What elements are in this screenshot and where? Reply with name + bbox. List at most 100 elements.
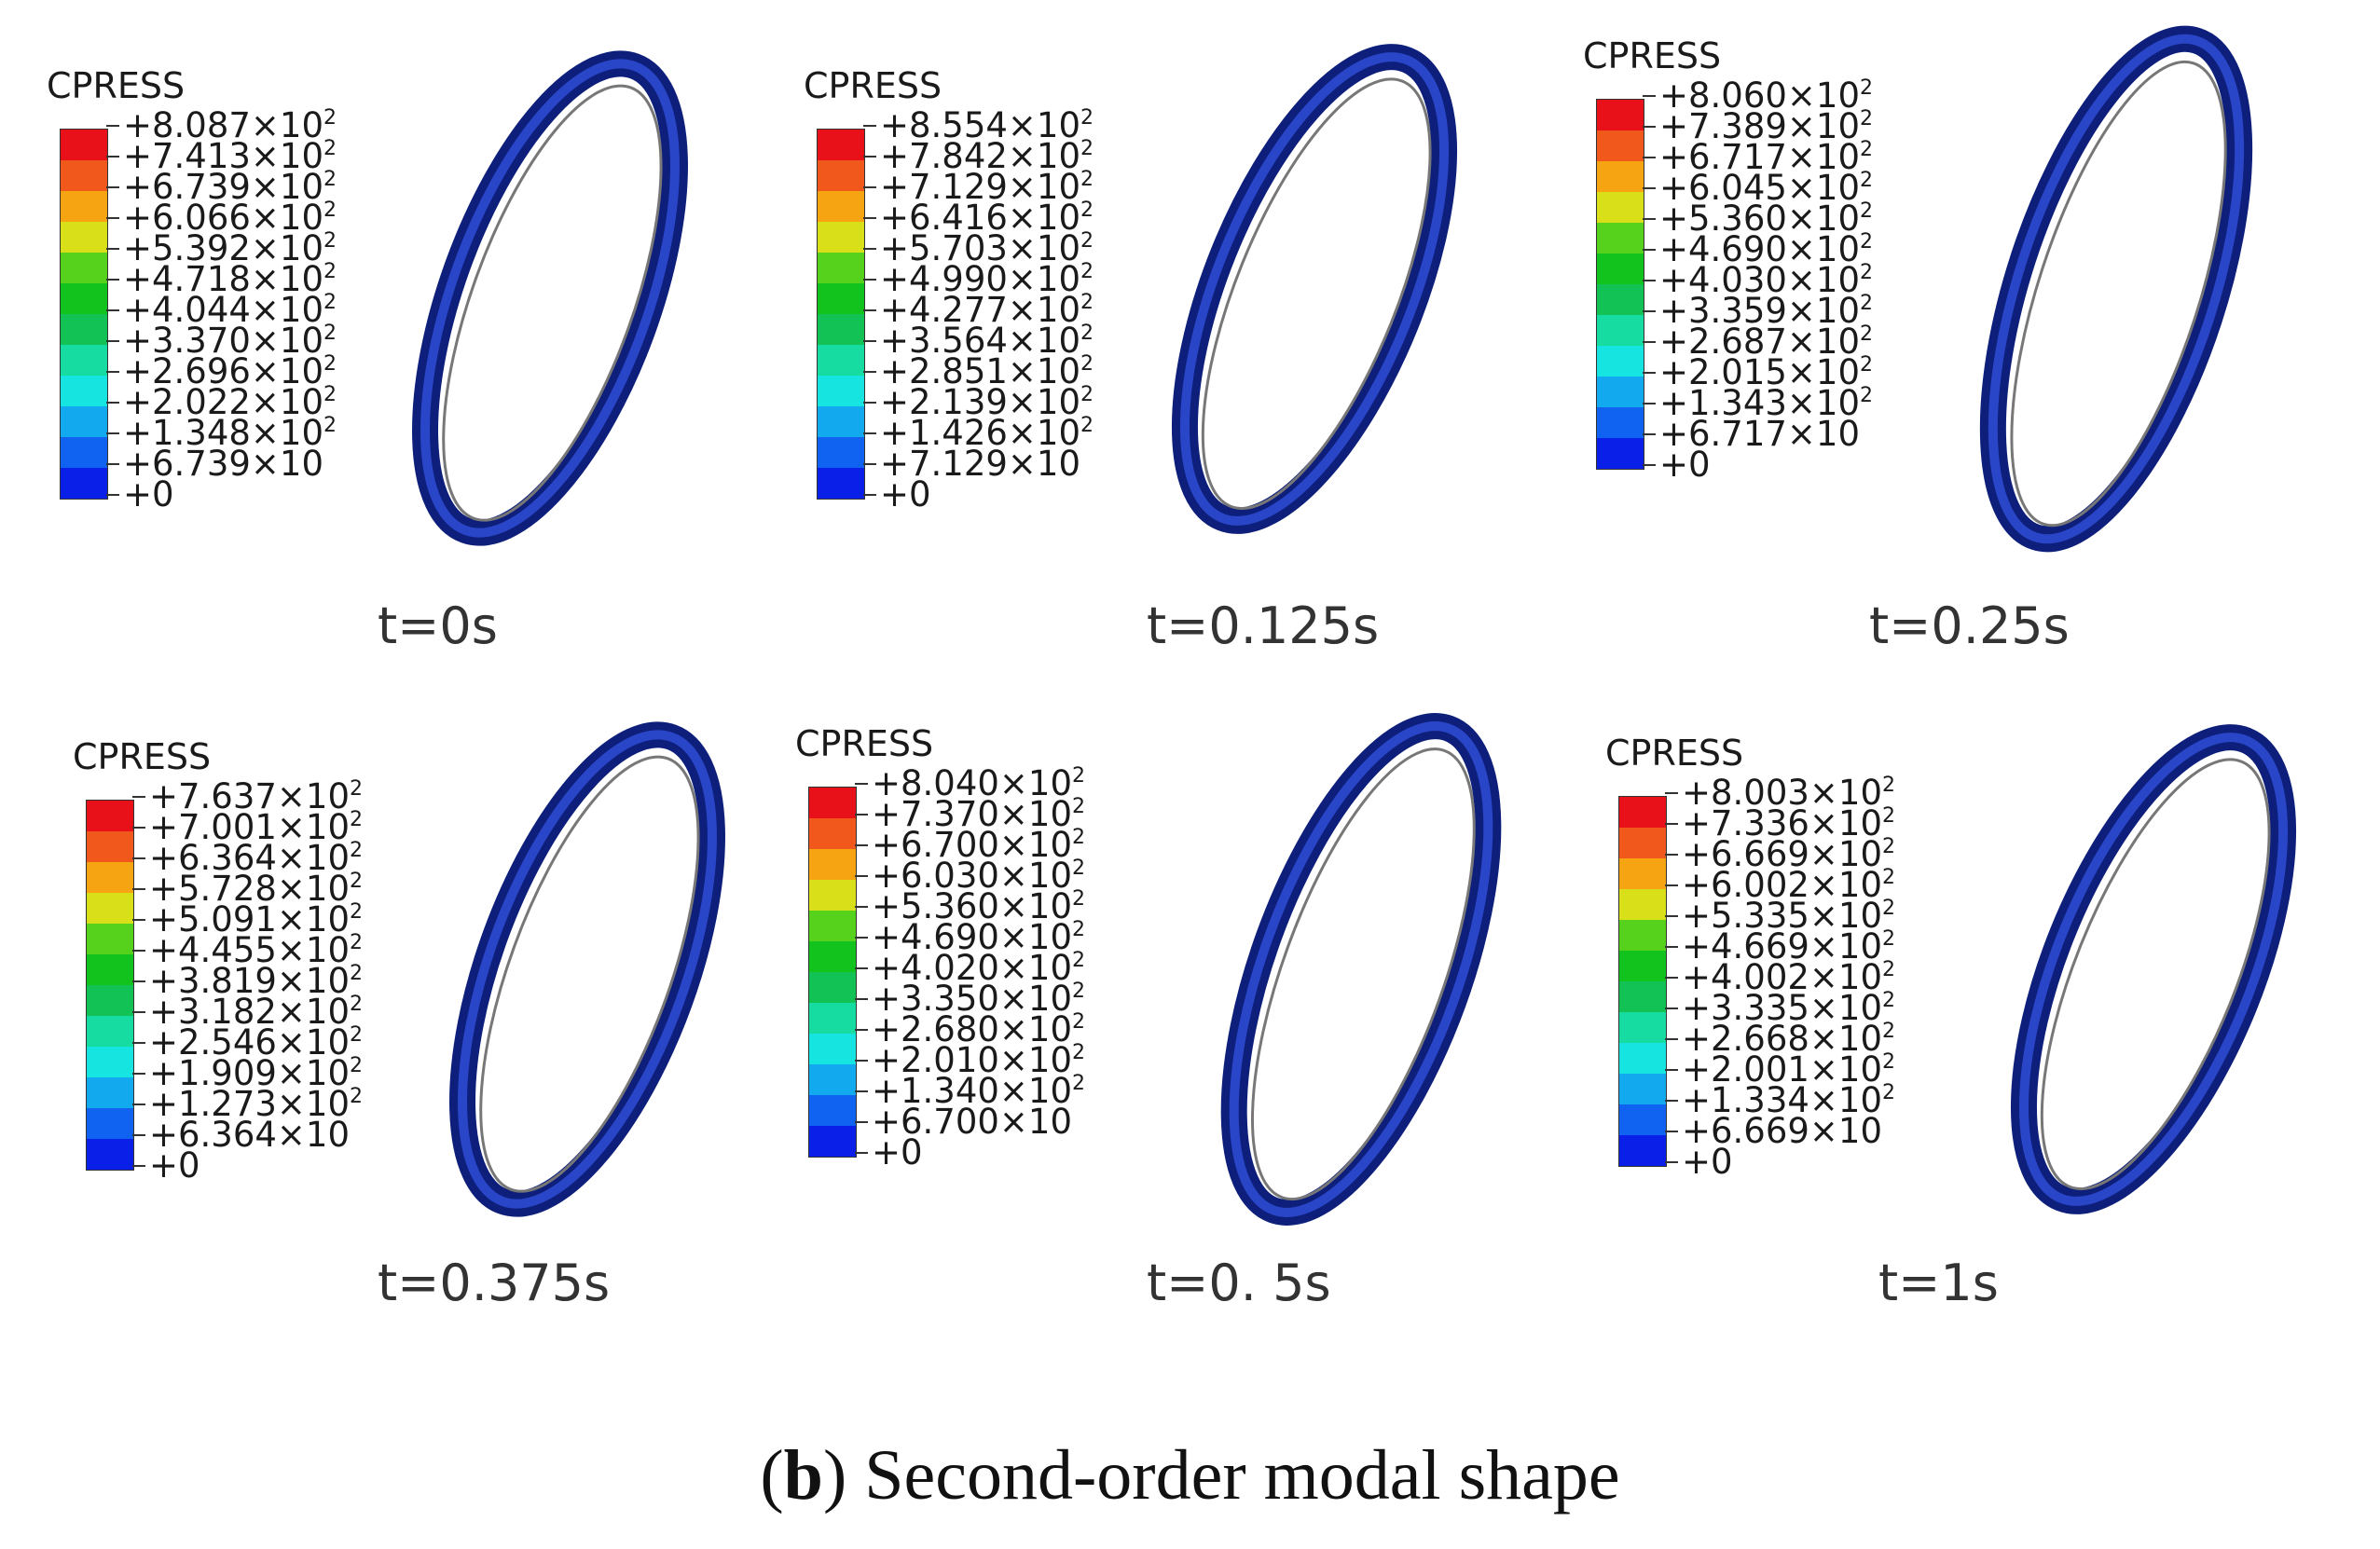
legend-label: +5.392×102 — [105, 228, 337, 268]
legend-label: +1.273×102 — [131, 1084, 364, 1124]
legend-swatch — [61, 191, 107, 222]
figure-caption: (b) Second-order modal shape — [760, 1436, 1620, 1515]
legend-swatch — [1619, 828, 1666, 858]
legend-label: +6.669×102 — [1664, 834, 1896, 874]
legend-swatch — [1619, 1135, 1666, 1166]
legend-title: CPRESS — [1605, 733, 1744, 774]
legend-swatch — [61, 283, 107, 314]
legend-label: +3.182×102 — [131, 992, 364, 1032]
legend-swatch — [61, 376, 107, 406]
legend-swatch — [1619, 920, 1666, 951]
legend-swatch — [61, 406, 107, 437]
legend-label: +7.637×102 — [131, 776, 364, 816]
legend-swatch — [1597, 223, 1644, 254]
legend-label: +5.360×102 — [854, 886, 1086, 926]
legend-labels: +8.087×102 +7.413×102 +6.739×102 +6.066×102… — [105, 108, 337, 512]
legend-swatch — [1597, 284, 1644, 315]
legend-label: +2.001×102 — [1664, 1049, 1896, 1090]
time-label: t=0.375s — [378, 1254, 611, 1312]
legend-label: +5.728×102 — [131, 869, 364, 909]
legend-label: +4.455×102 — [131, 930, 364, 970]
legend-labels: +8.060×102 +7.389×102 +6.717×102 +6.045×102… — [1642, 75, 1874, 482]
legend-swatch — [1619, 889, 1666, 920]
legend-label: +5.703×102 — [862, 228, 1094, 268]
legend-label: +8.060×102 — [1642, 75, 1874, 116]
legend-label: +6.717×10 — [1642, 417, 1873, 451]
legend-swatch — [1597, 161, 1644, 192]
panel-t05: CPRESS +8.040×102 +7.370×102 +6.700×102 +6.… — [795, 723, 1588, 1376]
legend-title: CPRESS — [47, 65, 186, 106]
legend-title: CPRESS — [804, 65, 942, 106]
legend-swatch — [87, 924, 133, 954]
legend-label: +0 — [1664, 1145, 1895, 1179]
legend-swatch — [61, 253, 107, 283]
legend-label: +6.739×102 — [105, 167, 337, 207]
legend-swatch — [818, 406, 864, 437]
legend-label: +6.364×10 — [131, 1117, 363, 1152]
legend-swatch — [87, 1139, 133, 1170]
caption-letter: b — [783, 1436, 823, 1515]
legend-label: +7.129×10 — [862, 446, 1094, 481]
legend-label: +6.700×10 — [854, 1104, 1085, 1139]
time-label: t=0s — [378, 596, 498, 655]
legend-swatch — [818, 376, 864, 406]
legend-label: +2.680×102 — [854, 1009, 1086, 1049]
legend-label: +4.690×102 — [1642, 229, 1874, 269]
legend-swatch — [1597, 407, 1644, 438]
legend-swatch — [1619, 1012, 1666, 1043]
legend-swatch — [1597, 438, 1644, 469]
legend-label: +6.700×102 — [854, 825, 1086, 865]
legend-label: +6.669×10 — [1664, 1114, 1895, 1148]
legend-swatch — [809, 1064, 856, 1095]
colorbar — [1596, 99, 1644, 470]
ring-shape — [1171, 44, 1458, 534]
colorbar — [817, 129, 865, 500]
legend-label: +5.091×102 — [131, 899, 364, 939]
legend-swatch — [61, 130, 107, 160]
legend-swatch — [818, 314, 864, 345]
time-label: t=0. 5s — [1147, 1254, 1331, 1312]
colorbar — [60, 129, 108, 500]
legend-label: +6.739×10 — [105, 446, 337, 481]
legend-swatch — [809, 911, 856, 941]
colorbar — [1618, 796, 1667, 1167]
legend-label: +4.990×102 — [862, 259, 1094, 299]
legend-swatch — [87, 1108, 133, 1139]
legend-label: +2.668×102 — [1664, 1019, 1896, 1059]
ring-shape — [449, 721, 725, 1217]
legend-label: +0 — [854, 1135, 1085, 1170]
colorbar — [86, 800, 134, 1171]
legend-label: +4.044×102 — [105, 290, 337, 330]
legend-label: +2.015×102 — [1642, 352, 1874, 392]
legend-label: +6.030×102 — [854, 856, 1086, 896]
legend-swatch — [87, 893, 133, 924]
legend-swatch — [809, 1003, 856, 1034]
legend-swatch — [61, 160, 107, 191]
legend-label: +7.129×102 — [862, 167, 1094, 207]
legend-label: +6.045×102 — [1642, 168, 1874, 208]
legend-label: +4.669×102 — [1664, 926, 1896, 966]
legend-swatch — [1619, 797, 1666, 828]
legend-label: +4.690×102 — [854, 917, 1086, 957]
legend-label: +1.343×102 — [1642, 383, 1874, 423]
legend-swatch — [1597, 346, 1644, 377]
legend-swatch — [818, 191, 864, 222]
legend-label: +4.718×102 — [105, 259, 337, 299]
panel-t025: CPRESS +8.060×102 +7.389×102 +6.717×102 +6.… — [1583, 35, 2375, 688]
legend-swatch — [87, 954, 133, 985]
legend-label: +4.020×102 — [854, 948, 1086, 988]
legend-swatch — [87, 831, 133, 862]
legend-labels: +8.003×102 +7.336×102 +6.669×102 +6.002×102… — [1664, 775, 1896, 1179]
legend-label: +4.002×102 — [1664, 957, 1896, 997]
legend-swatch — [809, 880, 856, 911]
ring-shape — [1220, 713, 1502, 1226]
panel-t0125: CPRESS +8.554×102 +7.842×102 +7.129×102 +6.… — [804, 65, 1596, 718]
legend-label: +5.360×102 — [1642, 199, 1874, 239]
legend-swatch — [809, 818, 856, 849]
legend-swatch — [818, 345, 864, 376]
legend-swatch — [809, 788, 856, 818]
legend-swatch — [1619, 951, 1666, 981]
legend-swatch — [818, 437, 864, 468]
legend-swatch — [1597, 100, 1644, 130]
legend-swatch — [87, 1016, 133, 1047]
